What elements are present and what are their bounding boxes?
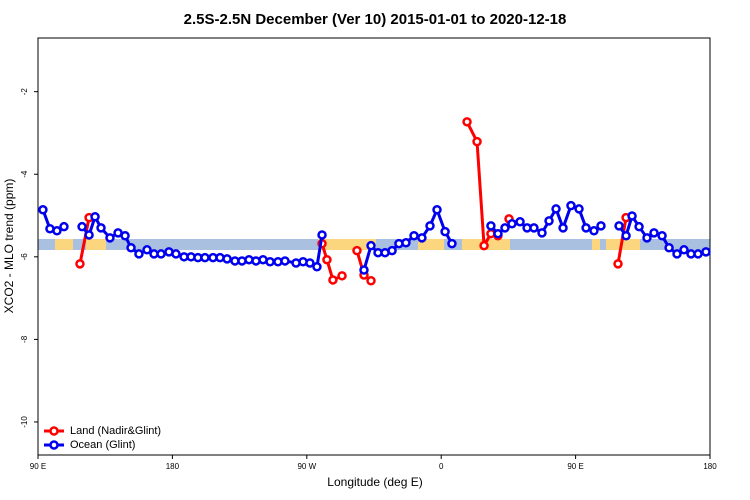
data-point [649,228,659,238]
y-tick-label: -8 [20,335,29,343]
x-axis-label: Longitude (deg E) [327,475,422,489]
data-point [328,275,338,285]
x-tick-label: 0 [439,462,444,471]
data-point [156,249,166,259]
data-point [515,216,525,227]
data-point [59,221,69,232]
legend-marker [49,440,59,450]
data-point [90,212,100,222]
data-point [52,226,62,236]
chart-title: 2.5S-2.5N December (Ver 10) 2015-01-01 t… [184,11,567,28]
data-point [642,233,652,243]
data-point [305,258,315,268]
data-point [613,259,623,269]
data-point [359,265,369,275]
data-point [387,245,397,256]
data-point [84,230,94,240]
data-point [222,254,232,264]
data-point [134,249,144,259]
data-point [337,271,347,281]
data-point [529,223,539,233]
data-point [479,240,489,251]
data-point [96,223,106,233]
data-point [322,254,332,265]
data-point [75,259,85,269]
data-point [447,238,457,249]
data-point [366,276,376,286]
data-point [432,205,442,215]
data-point [537,228,547,238]
data-point [679,245,689,255]
data-point [507,219,517,229]
x-tick-label: 90 W [297,462,316,471]
data-point [126,242,136,253]
y-tick-label: -2 [20,88,29,96]
data-point [558,223,568,233]
x-tick-label: 180 [703,462,717,471]
data-point [401,238,411,248]
data-point [664,242,674,253]
plot-frame [37,37,711,456]
data-point [38,205,48,215]
legend-label: Land (Nadir&Glint) [70,425,161,437]
x-tick-label: 90 E [30,462,46,471]
y-axis-label: XCO2 - MLO trend (ppm) [2,179,16,314]
data-point [280,256,290,266]
data-point [657,231,667,241]
data-point [472,136,482,147]
data-point [105,233,115,243]
data-point [634,221,644,232]
data-point [120,231,130,241]
data-point [627,211,637,221]
data-point [486,221,496,231]
y-tick-label: -10 [20,416,29,428]
y-tick-label: -6 [20,253,29,261]
data-point [581,223,591,233]
data-point [200,252,210,263]
data-point [142,245,152,255]
data-point [425,221,435,231]
data-point [171,249,181,259]
data-point [614,221,624,231]
x-tick-label: 180 [166,462,180,471]
data-point [312,261,322,272]
data-point [551,204,561,214]
data-point [366,240,376,251]
x-tick-label: 90 E [567,462,583,471]
data-point [672,249,682,259]
data-point [265,257,275,267]
data-point [596,221,606,231]
data-point [409,231,419,241]
data-point [701,247,711,257]
data-point [693,249,703,259]
data-point [77,221,87,232]
data-point [352,245,362,256]
legend-marker [49,426,59,436]
series-line [41,203,707,271]
data-point [566,200,576,211]
data-point [544,216,554,226]
data-point [317,230,327,240]
data-point [493,228,503,239]
data-point [417,233,427,243]
data-point [621,231,631,241]
data-point [500,223,510,233]
data-point [574,204,584,214]
data-point [440,226,450,237]
data-point [462,117,472,127]
legend-label: Ocean (Glint) [70,439,135,451]
y-tick-label: -4 [20,170,29,178]
data-point [589,226,599,236]
